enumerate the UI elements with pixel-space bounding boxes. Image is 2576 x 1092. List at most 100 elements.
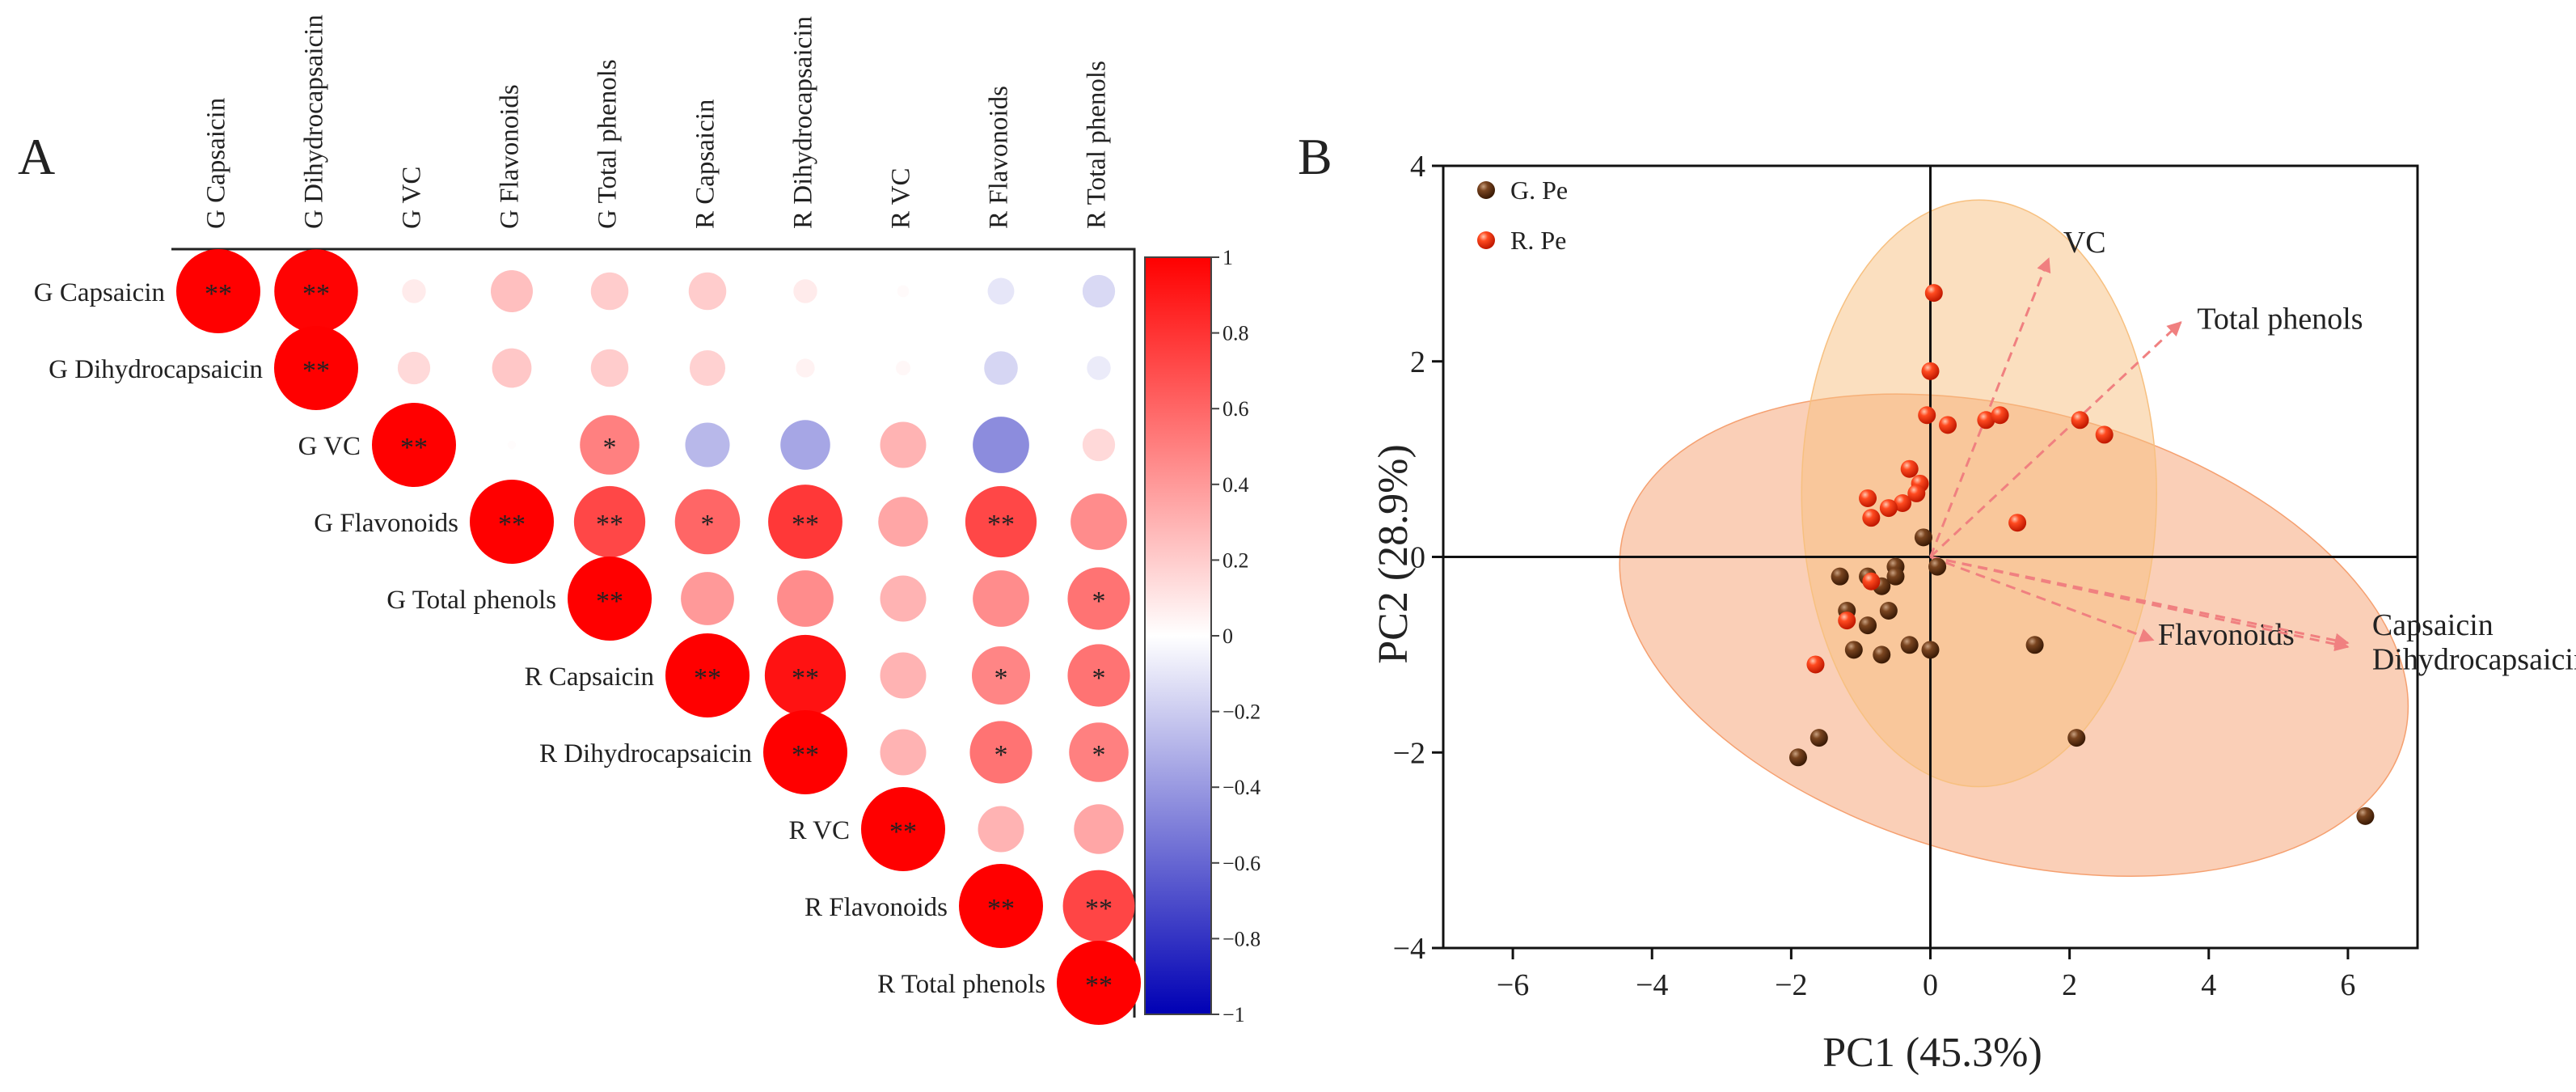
correlation-circle	[880, 729, 927, 776]
data-point	[1918, 406, 1936, 425]
correlation-circle	[763, 710, 847, 794]
row-label: G VC	[298, 432, 361, 461]
correlation-circle	[880, 652, 927, 699]
data-point	[2025, 636, 2044, 654]
correlation-circle	[1067, 567, 1130, 630]
correlation-circle	[491, 270, 533, 312]
correlation-circle	[1062, 870, 1135, 942]
colorbar-tick-label: 0.4	[1223, 473, 1249, 497]
correlation-circle	[959, 864, 1043, 948]
correlation-circle	[1082, 428, 1116, 462]
loading-label: VC	[2063, 226, 2106, 260]
correlation-circle	[796, 358, 815, 378]
correlation-circle	[568, 557, 652, 641]
data-point	[1914, 528, 1932, 547]
y-tick-label: 0	[1410, 541, 1425, 575]
data-point	[1862, 572, 1881, 590]
pca-points	[1788, 284, 2375, 825]
correlation-circle	[1071, 493, 1127, 550]
data-point	[1844, 641, 1863, 659]
data-point	[1921, 641, 1940, 659]
row-label: G Dihydrocapsaicin	[49, 355, 263, 384]
correlation-circle	[665, 633, 750, 717]
correlation-circle	[880, 575, 927, 622]
significance-label: *	[995, 740, 1008, 770]
correlation-circle	[1074, 804, 1124, 854]
column-label: G Flavonoids	[496, 84, 525, 229]
colorbar-tick-label: 0.2	[1223, 548, 1249, 572]
colorbar-tick-label: −1	[1223, 1003, 1245, 1026]
correlation-circle	[987, 277, 1015, 305]
significance-label: **	[205, 279, 232, 309]
row-label: R Total phenols	[877, 970, 1045, 999]
row-label: R Flavonoids	[804, 893, 948, 922]
data-point	[1886, 567, 1905, 586]
significance-label: **	[498, 510, 526, 540]
x-tick-label: 4	[2201, 968, 2216, 1002]
data-point	[1831, 567, 1849, 586]
correlation-circle	[984, 351, 1018, 385]
column-label: R Total phenols	[1083, 61, 1112, 229]
correlation-circle	[780, 420, 830, 470]
correlation-circle	[274, 326, 358, 410]
column-label: G Capsaicin	[202, 98, 231, 229]
significance-label: **	[792, 510, 819, 540]
y-tick-label: 4	[1410, 150, 1425, 184]
panel-label-b: B	[1298, 128, 1332, 185]
column-label: G VC	[398, 167, 427, 229]
column-label: R Dihydrocapsaicin	[789, 16, 818, 229]
x-axis-label: PC1 (45.3%)	[1822, 1030, 2042, 1076]
correlation-circle	[965, 485, 1037, 558]
row-label: G Total phenols	[386, 586, 556, 615]
legend-marker	[1477, 231, 1495, 249]
data-point	[2356, 806, 2375, 825]
colorbar-tick-label: −0.4	[1223, 776, 1261, 799]
loading-arrow	[1929, 556, 2155, 643]
correlation-circle	[861, 787, 945, 871]
data-point	[1810, 729, 1828, 747]
correlation-circle	[1067, 644, 1130, 707]
significance-label: **	[987, 894, 1015, 924]
x-tick-label: 2	[2062, 968, 2077, 1002]
significance-label: **	[302, 279, 330, 309]
significance-label: **	[792, 740, 819, 770]
pca-ellipses	[1619, 199, 2409, 877]
correlation-circle	[978, 806, 1024, 853]
significance-label: **	[1085, 894, 1113, 924]
data-point	[1907, 484, 1926, 502]
legend-label: R. Pe	[1510, 226, 1566, 255]
data-point	[1977, 411, 1995, 430]
data-point	[1859, 489, 1877, 507]
data-point	[1900, 636, 1919, 654]
correlation-circle	[1087, 356, 1111, 380]
column-label: G Dihydrocapsaicin	[300, 15, 329, 229]
column-label: R Capsaicin	[691, 99, 720, 229]
significance-label: **	[889, 817, 917, 847]
significance-label: **	[596, 510, 623, 540]
significance-label: **	[400, 433, 428, 463]
y-axis-label: PC2 (28.9%)	[1370, 444, 1417, 664]
colorbar-tick-label: 1	[1223, 246, 1233, 269]
significance-label: **	[1085, 971, 1113, 1001]
data-point	[1924, 284, 1943, 303]
correlation-circle	[685, 422, 730, 468]
correlation-circle	[397, 351, 431, 385]
correlation-circle	[1069, 722, 1129, 782]
correlation-circle	[689, 349, 726, 387]
x-tick-label: −6	[1497, 968, 1529, 1002]
loading-arrow	[1929, 321, 2182, 558]
column-label: R VC	[887, 167, 916, 229]
data-point	[1838, 612, 1856, 630]
data-point	[1939, 416, 1957, 434]
y-tick-label: −4	[1393, 932, 1425, 966]
colorbar-tick-label: −0.6	[1223, 852, 1261, 875]
column-label: R Flavonoids	[985, 86, 1014, 229]
heatmap-row-labels: G Capsaicin G Dihydrocapsaicin G VC G Flavo…	[34, 278, 1045, 999]
loading-arrow	[1930, 556, 2350, 652]
heatmap-column-labels: G Capsaicin G Dihydrocapsaicin G VC G Flavo…	[202, 15, 1112, 229]
data-point	[1862, 509, 1881, 527]
data-point	[2067, 729, 2086, 747]
colorbar-tick-label: 0.8	[1223, 322, 1249, 345]
row-label: R Capsaicin	[525, 662, 654, 692]
correlation-circle	[507, 440, 517, 450]
